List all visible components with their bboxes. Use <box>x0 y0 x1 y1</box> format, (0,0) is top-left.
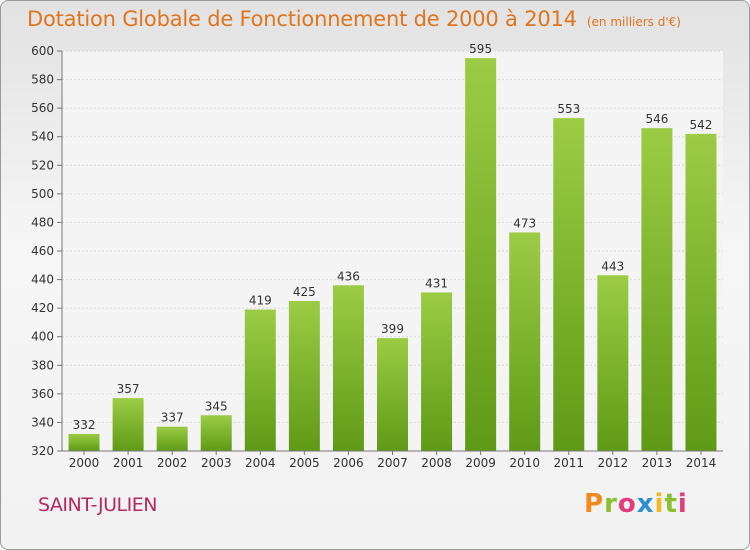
value-label: 425 <box>293 285 316 299</box>
value-label: 332 <box>73 418 96 432</box>
y-tick-label: 600 <box>31 44 54 58</box>
x-tick-label: 2005 <box>289 456 320 470</box>
chart-subtitle: (en milliers d'€) <box>586 15 681 29</box>
x-tick-label: 2002 <box>157 456 188 470</box>
bar <box>421 292 453 451</box>
x-tick-label: 2000 <box>69 456 100 470</box>
y-tick-label: 420 <box>31 301 54 315</box>
logo-letter: i <box>654 489 665 519</box>
x-tick-label: 2011 <box>553 456 584 470</box>
value-label: 345 <box>205 399 228 413</box>
x-tick-label: 2004 <box>245 456 276 470</box>
y-tick-label: 460 <box>31 244 54 258</box>
x-tick-label: 2009 <box>465 456 496 470</box>
chart-title-line: Dotation Globale de Fonctionnement de 20… <box>27 7 681 31</box>
axis-layer: 320 340 360 380 400 420 440 460 480 500 520 540 560 5… <box>31 44 723 470</box>
y-tick-label: 520 <box>31 158 54 172</box>
bar <box>465 58 497 452</box>
commune-name: SAINT-JULIEN <box>38 494 157 516</box>
y-tick-label: 540 <box>31 130 54 144</box>
bar <box>553 118 585 452</box>
logo-letter: o <box>617 489 637 519</box>
y-tick-label: 440 <box>31 273 54 287</box>
bar <box>68 433 100 451</box>
y-tick-label: 340 <box>31 415 54 429</box>
chart-title: Dotation Globale de Fonctionnement de 20… <box>27 7 577 31</box>
value-label: 357 <box>117 382 140 396</box>
value-label: 399 <box>381 322 404 336</box>
y-tick-label: 380 <box>31 358 54 372</box>
x-tick-label: 2006 <box>333 456 364 470</box>
bar <box>641 128 673 451</box>
y-tick-label: 360 <box>31 387 54 401</box>
y-tick-label: 580 <box>31 73 54 87</box>
value-label: 436 <box>337 269 360 283</box>
y-tick-label: 400 <box>31 330 54 344</box>
value-label: 337 <box>161 411 184 425</box>
bar <box>200 415 232 451</box>
bar <box>685 133 717 451</box>
x-tick-label: 2008 <box>421 456 452 470</box>
x-tick-label: 2007 <box>377 456 408 470</box>
value-label: 473 <box>513 216 536 230</box>
proxiti-logo: Proxiti <box>584 489 688 519</box>
logo-letter: i <box>677 489 688 519</box>
bar <box>332 285 364 451</box>
value-label: 431 <box>425 276 448 290</box>
bar <box>288 301 320 451</box>
logo-letter: P <box>584 489 605 519</box>
logo-letter: t <box>664 489 678 519</box>
value-label: 443 <box>601 259 624 273</box>
value-label: 546 <box>645 112 668 126</box>
value-label: 553 <box>557 102 580 116</box>
x-tick-label: 2012 <box>598 456 629 470</box>
x-tick-label: 2001 <box>113 456 144 470</box>
bar <box>509 232 541 451</box>
x-tick-label: 2013 <box>642 456 673 470</box>
value-label: 419 <box>249 294 272 308</box>
logo-letter: r <box>604 489 618 519</box>
y-tick-label: 480 <box>31 215 54 229</box>
bar <box>244 309 276 451</box>
value-label: 595 <box>469 42 492 56</box>
bar <box>112 398 144 451</box>
bar-layer: 332 357 337 345 419 425 436 399 431 595 473 553 443 5… <box>68 42 717 452</box>
bar <box>597 275 629 451</box>
y-tick-label: 500 <box>31 187 54 201</box>
x-tick-label: 2010 <box>509 456 540 470</box>
logo-letter: x <box>636 489 655 519</box>
x-tick-label: 2003 <box>201 456 232 470</box>
bar <box>156 426 188 451</box>
value-label: 542 <box>690 118 713 132</box>
x-tick-label: 2014 <box>686 456 717 470</box>
y-tick-label: 560 <box>31 101 54 115</box>
y-tick-label: 320 <box>31 444 54 458</box>
bar <box>377 338 408 451</box>
